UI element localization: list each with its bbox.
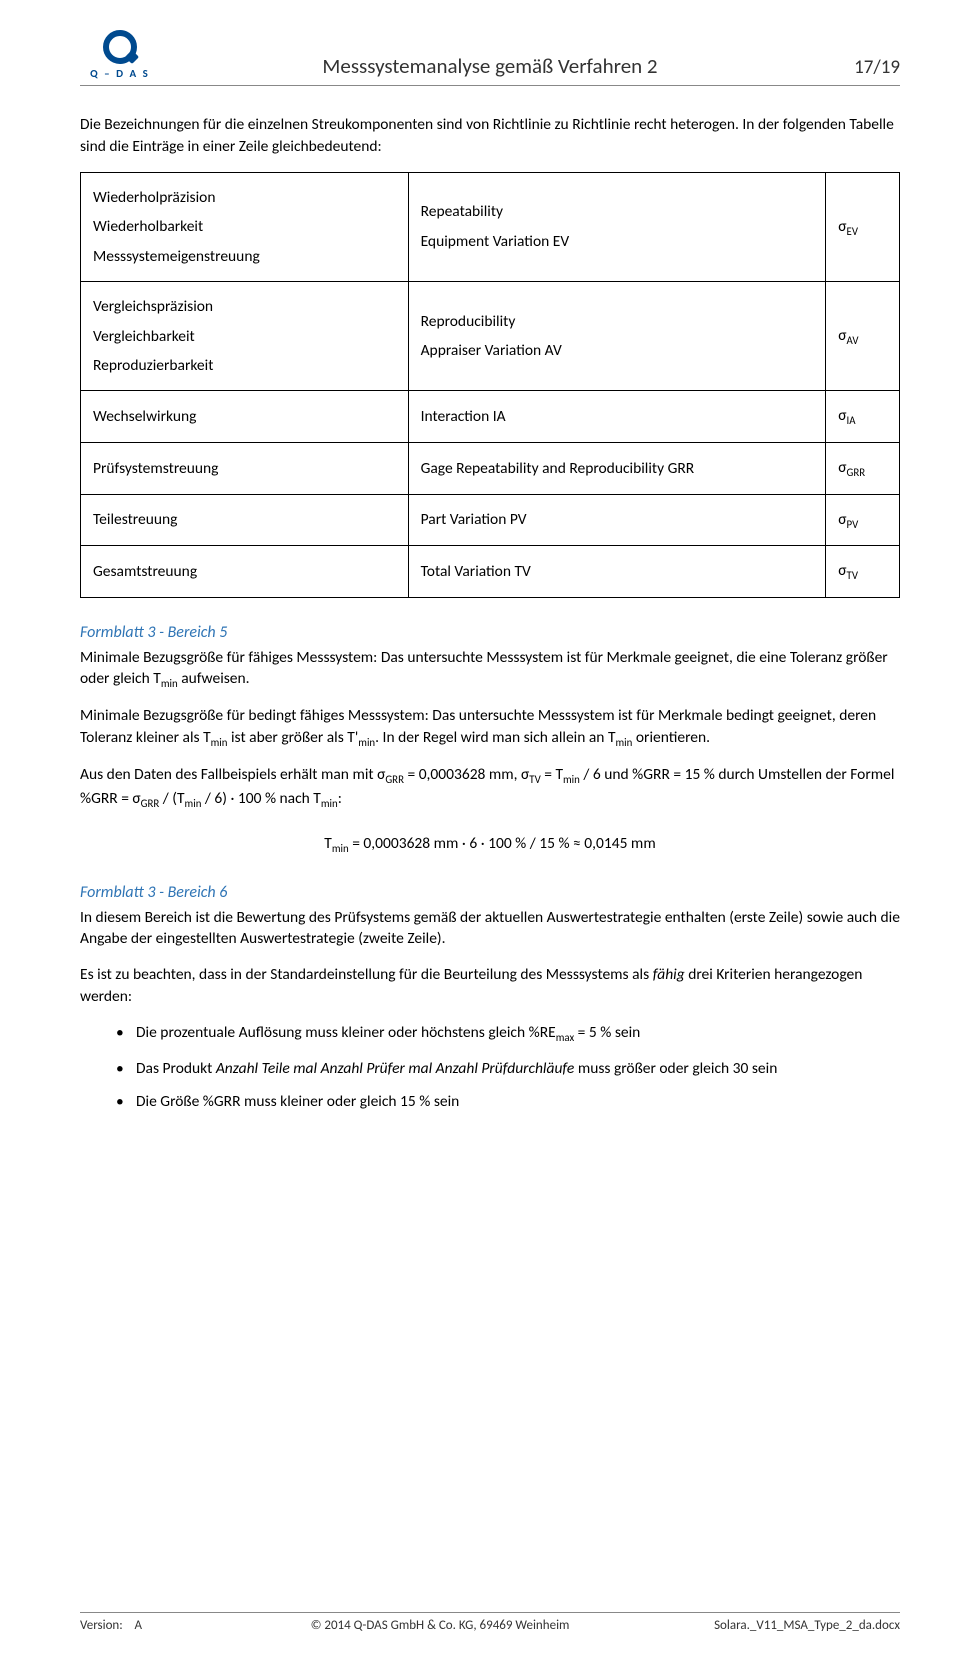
text: T <box>324 834 332 853</box>
sigma-symbol: σGRR <box>826 443 900 495</box>
list-item: Das Produkt Anzahl Teile mal Anzahl Prüf… <box>116 1057 900 1080</box>
sigma-symbol: σTV <box>826 546 900 598</box>
text: . In der Regel wird man sich allein an T <box>375 728 615 747</box>
label: Version: <box>80 1618 123 1633</box>
footer-version: Version: A <box>80 1617 240 1635</box>
sub: min <box>321 797 338 810</box>
term-english: Total Variation TV <box>408 546 826 598</box>
section5-p1: Minimale Bezugsgröße für fähiges Messsys… <box>80 647 900 692</box>
sigma-symbol: σAV <box>826 282 900 391</box>
text: = 0,0003628 mm · 6 · 100 % / 15 % ≈ 0,01… <box>349 834 656 853</box>
italic-text: Anzahl Teile mal Anzahl Prüfer mal Anzah… <box>216 1059 574 1078</box>
section5-heading: Formblatt 3 - Bereich 5 <box>80 622 900 644</box>
italic-text: fähig <box>653 965 685 984</box>
page-footer: Version: A © 2014 Q-DAS GmbH & Co. KG, 6… <box>80 1612 900 1635</box>
text: Es ist zu beachten, dass in der Standard… <box>80 965 653 984</box>
text: / (T <box>159 789 184 808</box>
term-german: WiederholpräzisionWiederholbarkeitMesssy… <box>81 172 409 281</box>
definitions-table: WiederholpräzisionWiederholbarkeitMesssy… <box>80 172 900 598</box>
term-english: Gage Repeatability and Reproducibility G… <box>408 443 826 495</box>
term-english: Part Variation PV <box>408 494 826 546</box>
table-row: GesamtstreuungTotal Variation TVσTV <box>81 546 900 598</box>
table-row: TeilestreuungPart Variation PVσPV <box>81 494 900 546</box>
text: = 0,0003628 mm, σ <box>404 765 529 784</box>
sub: GRR <box>141 797 160 810</box>
sub: min <box>563 774 580 787</box>
text: aufweisen. <box>178 669 250 688</box>
header-page-number: 17/19 <box>820 55 900 82</box>
logo-icon <box>103 30 137 64</box>
sigma-symbol: σEV <box>826 172 900 281</box>
footer-copyright: © 2014 Q-DAS GmbH & Co. KG, 69469 Weinhe… <box>240 1617 640 1635</box>
section5-p3: Aus den Daten des Fallbeispiels erhält m… <box>80 764 900 811</box>
criteria-list: Die prozentuale Auflösung muss kleiner o… <box>80 1021 900 1113</box>
term-german: Wechselwirkung <box>81 391 409 443</box>
section5-p2: Minimale Bezugsgröße für bedingt fähiges… <box>80 705 900 750</box>
list-item: Die prozentuale Auflösung muss kleiner o… <box>116 1021 900 1046</box>
logo: Q – D A S <box>80 30 160 81</box>
text: Die Größe %GRR muss kleiner oder gleich … <box>136 1092 459 1111</box>
sub: TV <box>529 774 540 787</box>
sigma-symbol: σPV <box>826 494 900 546</box>
sub: max <box>556 1031 574 1044</box>
text: = 5 % sein <box>574 1023 640 1042</box>
term-german: Prüfsystemstreuung <box>81 443 409 495</box>
term-german: Teilestreuung <box>81 494 409 546</box>
text: / 6) · 100 % nach T <box>201 789 320 808</box>
table-row: WiederholpräzisionWiederholbarkeitMesssy… <box>81 172 900 281</box>
sub: min <box>211 736 228 749</box>
text: = T <box>541 765 563 784</box>
intro-paragraph: Die Bezeichnungen für die einzelnen Stre… <box>80 114 900 157</box>
table-row: WechselwirkungInteraction IAσIA <box>81 391 900 443</box>
sigma-symbol: σIA <box>826 391 900 443</box>
sub: GRR <box>385 774 404 787</box>
sub: min <box>332 842 349 855</box>
sub: min <box>185 797 202 810</box>
page-header: Q – D A S Messsystemanalyse gemäß Verfah… <box>80 30 900 86</box>
term-english: RepeatabilityEquipment Variation EV <box>408 172 826 281</box>
table-row: PrüfsystemstreuungGage Repeatability and… <box>81 443 900 495</box>
logo-text: Q – D A S <box>90 66 150 81</box>
text: : <box>338 789 342 808</box>
value: A <box>135 1618 143 1633</box>
footer-filename: Solara._V11_MSA_Type_2_da.docx <box>640 1617 900 1635</box>
term-german: Gesamtstreuung <box>81 546 409 598</box>
sub: min <box>616 736 633 749</box>
term-german: VergleichspräzisionVergleichbarkeitRepro… <box>81 282 409 391</box>
text: orientieren. <box>632 728 710 747</box>
text: muss größer oder gleich 30 sein <box>574 1059 777 1078</box>
list-item: Die Größe %GRR muss kleiner oder gleich … <box>116 1090 900 1113</box>
header-title: Messsystemanalyse gemäß Verfahren 2 <box>160 52 820 81</box>
section6-heading: Formblatt 3 - Bereich 6 <box>80 882 900 904</box>
sub: min <box>358 736 375 749</box>
text: Die prozentuale Auflösung muss kleiner o… <box>136 1023 556 1042</box>
table-row: VergleichspräzisionVergleichbarkeitRepro… <box>81 282 900 391</box>
term-english: ReproducibilityAppraiser Variation AV <box>408 282 826 391</box>
text: Das Produkt <box>136 1059 216 1078</box>
text: Aus den Daten des Fallbeispiels erhält m… <box>80 765 385 784</box>
sub: min <box>161 677 178 690</box>
section5-equation: Tmin = 0,0003628 mm · 6 · 100 % / 15 % ≈… <box>80 833 900 856</box>
section6-p1: In diesem Bereich ist die Bewertung des … <box>80 907 900 950</box>
text: ist aber größer als T' <box>228 728 359 747</box>
term-english: Interaction IA <box>408 391 826 443</box>
section6-p2: Es ist zu beachten, dass in der Standard… <box>80 964 900 1007</box>
